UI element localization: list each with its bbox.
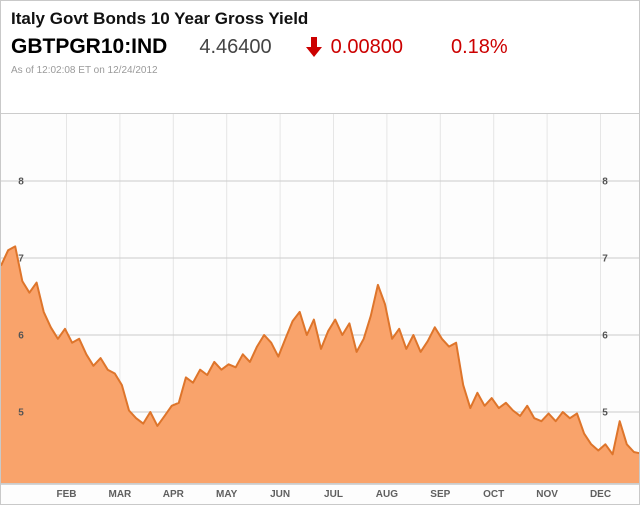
as-of-timestamp: As of 12:02:08 ET on 12/24/2012 [11, 65, 158, 76]
x-axis-label: MAY [216, 489, 238, 500]
x-axis-label: MAR [108, 489, 132, 500]
x-axis-label: FEB [56, 489, 77, 500]
last-price: 4.46400 [199, 36, 272, 58]
price-chart[interactable]: 5 5 6 6 7 7 8 8 FEB MAR APR MAY JUN JUL AUG SEP OCT NOV D… [1, 114, 640, 504]
y-tick-label-right: 8 [602, 177, 608, 188]
y-tick-label-left: 7 [18, 254, 24, 265]
ticker-symbol: GBTPGR10:IND [11, 35, 168, 58]
x-axis-label: NOV [536, 489, 558, 500]
price-change: 0.00800 [330, 36, 403, 58]
y-tick-label-left: 6 [18, 331, 24, 342]
quote-row: GBTPGR10:IND 4.46400 0.00800 0.18% [11, 35, 629, 59]
x-axis-label: DEC [589, 489, 612, 500]
yield-line [1, 245, 639, 456]
x-axis: FEB MAR APR MAY JUN JUL AUG SEP OCT NOV DEC [1, 484, 639, 504]
yield-area-fill [1, 246, 639, 484]
down-arrow-icon [305, 37, 322, 57]
x-axis-label: SEP [430, 489, 451, 500]
y-tick-label-right: 7 [602, 254, 608, 265]
y-tick-label-right: 5 [602, 408, 608, 419]
price-change-percent: 0.18% [450, 36, 508, 58]
x-axis-label: OCT [483, 489, 505, 500]
page-title: Italy Govt Bonds 10 Year Gross Yield [11, 9, 309, 28]
area-chart-canvas[interactable]: 5 5 6 6 7 7 8 8 [1, 114, 640, 484]
x-axis-label: APR [162, 489, 184, 500]
y-tick-label-left: 5 [18, 408, 24, 419]
x-axis-label: JUL [324, 489, 343, 500]
y-tick-label-right: 6 [602, 331, 608, 342]
quote-header: Italy Govt Bonds 10 Year Gross Yield GBT… [1, 1, 639, 114]
x-axis-label: AUG [375, 489, 399, 500]
x-axis-label: JUN [270, 489, 291, 500]
y-tick-label-left: 8 [18, 177, 24, 188]
